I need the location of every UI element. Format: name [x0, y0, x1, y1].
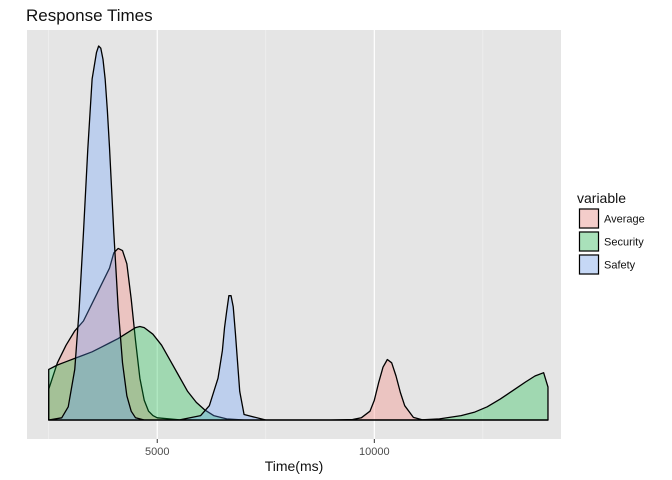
density-areas [48, 45, 549, 421]
chart-title: Response Times [26, 6, 153, 25]
legend-key-safety [578, 254, 600, 275]
plot-panel [27, 30, 561, 439]
legend: variable Average Security Safety [577, 190, 645, 275]
x-tick-label-1: 10000 [359, 446, 390, 458]
legend-key-bg-security [578, 231, 600, 252]
legend-label-security: Security [604, 237, 644, 249]
x-axis-label: Time(ms) [265, 458, 324, 474]
legend-title: variable [577, 190, 626, 206]
grid [48, 30, 484, 439]
legend-key-security [578, 231, 600, 252]
legend-label-average: Average [604, 214, 645, 226]
legend-key-bg-average [578, 208, 600, 229]
legend-label-safety: Safety [604, 260, 636, 272]
density-safety [48, 45, 549, 421]
x-tick-label-0: 5000 [145, 446, 169, 458]
x-axis-ticks: 5000 10000 [145, 439, 390, 458]
legend-key-bg-safety [578, 254, 600, 275]
legend-key-average [578, 208, 600, 229]
